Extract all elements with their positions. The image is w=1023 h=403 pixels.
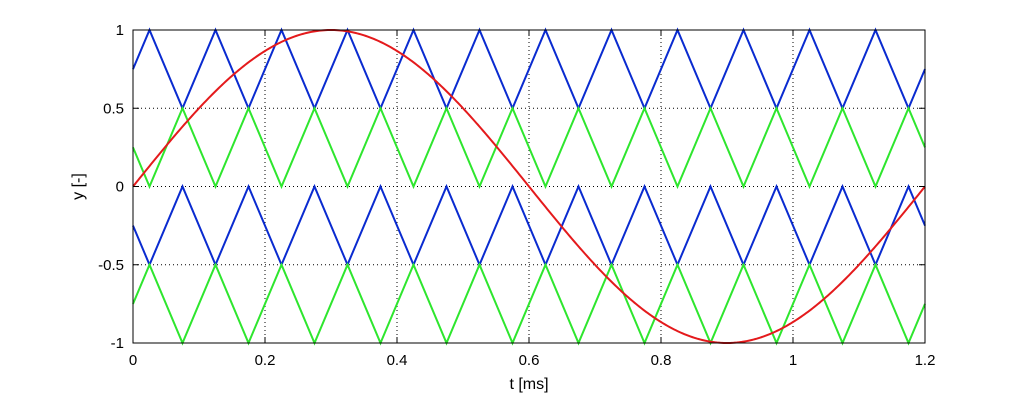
x-tick-label: 1 xyxy=(789,352,797,369)
y-tick-label: 0 xyxy=(116,179,124,196)
y-tick-label: -0.5 xyxy=(98,257,124,274)
triangle-carrier-line-3 xyxy=(132,183,926,268)
x-axis-label: t [ms] xyxy=(509,376,548,393)
x-tick-label: 0.2 xyxy=(255,352,276,369)
sine-series-line xyxy=(132,28,926,345)
series-layer xyxy=(132,27,926,346)
x-tick-label: 1.2 xyxy=(915,352,936,369)
x-tick-label: 0.8 xyxy=(651,352,672,369)
x-tick-label: 0.6 xyxy=(519,352,540,369)
y-tick-label: 1 xyxy=(116,22,124,39)
axis-ticks: 0 0.2 0.4 0.6 0.8 1 1.2 1 0.5 0 -0.5 -1 xyxy=(98,22,935,369)
triangle-carrier-line-4 xyxy=(132,262,926,346)
y-tick-label: 0.5 xyxy=(103,100,124,117)
y-axis-label: y [-] xyxy=(70,173,87,200)
y-tick-label: -1 xyxy=(111,335,124,352)
x-tick-label: 0 xyxy=(129,352,137,369)
triangle-carrier-line-2 xyxy=(132,105,926,190)
triangle-carrier-line-1 xyxy=(132,27,926,111)
x-tick-label: 0.4 xyxy=(387,352,408,369)
